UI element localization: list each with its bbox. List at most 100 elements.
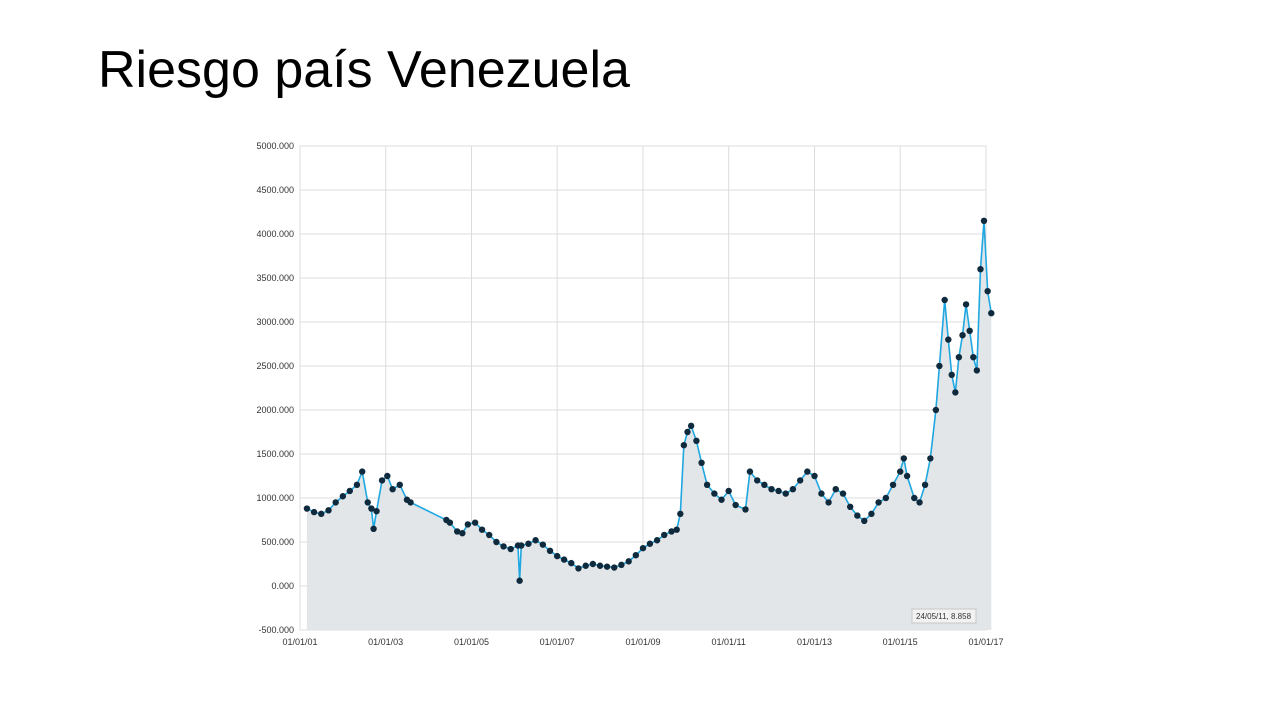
data-point	[359, 468, 366, 475]
data-point	[703, 481, 711, 488]
data-point	[396, 481, 403, 488]
x-tick-label: 01/01/03	[368, 637, 403, 647]
y-tick-label: 5000.000	[256, 141, 294, 151]
data-point	[486, 531, 493, 539]
data-point	[693, 437, 700, 444]
data-point	[525, 540, 532, 547]
y-tick-label: 4500.000	[256, 185, 294, 195]
area-fill-path	[306, 220, 992, 631]
y-tick-label: 500.000	[261, 537, 294, 547]
data-point	[516, 577, 523, 584]
data-point	[839, 490, 847, 497]
data-point	[921, 481, 929, 488]
data-point	[339, 493, 347, 500]
data-point	[646, 540, 654, 547]
data-point	[568, 559, 575, 567]
data-point	[927, 455, 934, 462]
data-point	[732, 501, 739, 509]
data-point	[446, 519, 454, 526]
tooltip: 24/05/11, 8.858	[911, 608, 977, 624]
data-point	[687, 422, 695, 430]
data-point	[625, 558, 632, 565]
data-point	[303, 505, 311, 512]
data-point	[970, 354, 977, 361]
data-point	[746, 468, 754, 475]
data-point	[332, 499, 339, 506]
y-tick-label: 4000.000	[256, 229, 294, 239]
data-point	[900, 455, 908, 462]
data-point	[959, 332, 966, 339]
data-point	[984, 288, 991, 295]
data-point	[373, 508, 380, 515]
chart: 5000.000 4500.000 4000.000 3500.000 3000.000…	[236, 136, 1016, 656]
x-tick-label: 01/01/15	[883, 637, 918, 647]
data-point	[471, 519, 479, 526]
data-point	[973, 367, 981, 374]
data-point	[711, 490, 718, 497]
data-point	[861, 517, 868, 525]
data-point	[389, 486, 396, 493]
data-point	[868, 510, 875, 518]
series-markers	[303, 217, 995, 584]
data-point	[661, 531, 668, 539]
y-tick-label: -500.000	[258, 625, 294, 635]
data-point	[698, 459, 705, 466]
data-point	[680, 442, 688, 449]
data-point	[754, 477, 761, 484]
data-point	[988, 310, 995, 317]
data-point	[742, 506, 749, 513]
x-tick-label: 01/01/11	[712, 637, 746, 647]
data-point	[532, 537, 539, 544]
data-point	[353, 481, 361, 488]
data-point	[889, 481, 897, 488]
area-fill	[306, 220, 992, 631]
data-point	[653, 537, 661, 544]
slide-title: Riesgo país Venezuela	[98, 41, 630, 99]
data-point	[875, 499, 882, 506]
data-point	[677, 510, 684, 518]
data-point	[464, 521, 472, 528]
data-point	[911, 494, 918, 502]
y-tick-label: 2000.000	[256, 405, 294, 415]
data-point	[846, 503, 854, 510]
data-point	[775, 487, 782, 495]
data-point	[575, 565, 582, 572]
data-point	[618, 561, 625, 569]
data-point	[768, 486, 775, 493]
data-point	[370, 525, 377, 532]
data-point	[903, 472, 911, 480]
y-tick-label: 1000.000	[256, 493, 294, 503]
data-point	[789, 486, 797, 493]
data-point	[980, 217, 988, 224]
data-point	[611, 564, 618, 571]
x-axis-ticks: 01/01/01 01/01/03 01/01/05 01/01/07 01/01/09…	[282, 637, 1003, 647]
x-tick-label: 01/01/13	[797, 637, 832, 647]
data-point	[818, 490, 825, 497]
x-tick-label: 01/01/17	[968, 637, 1003, 647]
data-point	[553, 552, 561, 560]
data-point	[639, 544, 647, 552]
y-axis-ticks: 5000.000 4500.000 4000.000 3500.000 3000.000…	[256, 141, 294, 635]
data-point	[796, 477, 804, 484]
data-point	[546, 547, 554, 554]
x-tick-label: 01/01/09	[625, 637, 660, 647]
data-point	[603, 563, 611, 570]
data-point	[493, 538, 500, 546]
data-point	[346, 487, 353, 495]
x-tick-label: 01/01/07	[540, 637, 575, 647]
data-point	[804, 468, 811, 475]
data-point	[932, 406, 940, 414]
data-point	[761, 481, 768, 488]
data-point	[718, 496, 725, 503]
data-point	[896, 468, 904, 475]
data-point	[318, 510, 325, 518]
data-point	[310, 508, 318, 516]
y-tick-label: 3500.000	[256, 273, 294, 283]
data-point	[966, 327, 973, 334]
data-point	[459, 530, 466, 537]
data-point	[596, 562, 604, 569]
data-point	[507, 545, 514, 553]
data-point	[945, 336, 952, 343]
y-tick-label: 1500.000	[256, 449, 294, 459]
